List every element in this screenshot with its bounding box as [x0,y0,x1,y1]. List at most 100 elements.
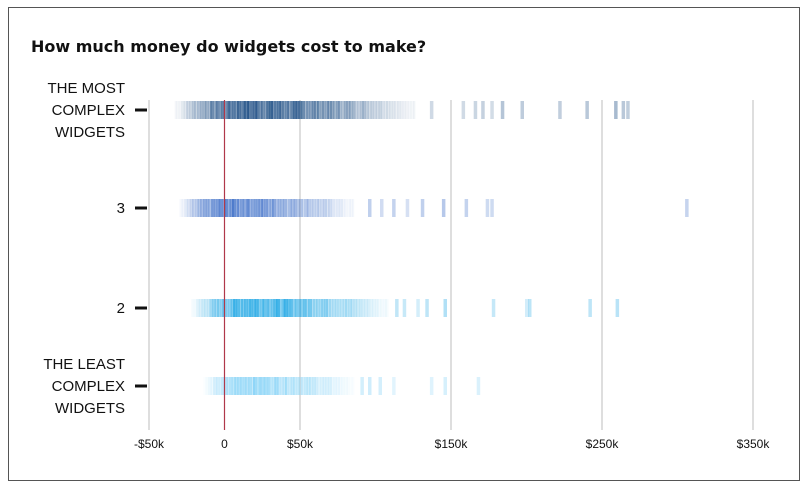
strip-mark [342,199,345,217]
strip-mark [264,199,267,217]
strip-mark [403,101,406,119]
strip-mark [278,377,281,395]
strip-mark [340,299,343,317]
strip-mark [274,299,277,317]
strip-mark [204,299,207,317]
strip-mark [350,199,353,217]
strip-mark [261,101,264,119]
strip-mark [270,199,273,217]
strip-mark [219,199,222,217]
strip-mark [371,101,374,119]
strip-mark [327,299,330,317]
strip-mark [268,199,271,217]
gridlines [148,100,754,430]
strip-mark [293,101,296,119]
outlier-mark [429,101,434,119]
strip-mark [356,299,359,317]
outlier-mark [380,199,384,217]
strip-mark [294,101,297,119]
category-tick [135,206,147,210]
strip-mark [309,299,312,317]
strip-mark [397,101,400,119]
strip-mark [233,101,237,119]
strip-mark [211,377,214,395]
strip-mark [320,199,323,217]
strip-mark [259,199,262,217]
strip-mark [270,101,273,119]
strip-mark [310,377,313,395]
strip-mark [276,199,279,217]
strip-mark [208,199,211,217]
strip-mark [242,299,245,317]
strip-mark [292,299,295,317]
strip-mark [333,377,336,395]
strip-mark [179,101,182,119]
strip-mark [257,199,260,217]
strip-mark [369,101,373,119]
strip-mark [326,199,329,217]
strip-mark [232,377,235,395]
strip-row [135,101,630,119]
outlier-mark [626,101,630,119]
strip-mark [277,299,280,317]
strip-mark [262,199,265,217]
strip-mark [251,199,254,217]
strip-mark [293,377,296,395]
strip-mark [225,101,229,119]
strip-mark [235,199,238,217]
strip-mark [315,101,318,119]
strip-mark [387,299,389,317]
strip-mark [324,299,327,317]
strip-mark [264,299,268,317]
strip-mark [320,101,323,119]
strip-mark [237,101,240,119]
strip-mark [353,101,357,119]
strip-mark [383,299,386,317]
strip-mark [227,199,230,217]
strip-mark [231,299,234,317]
strip-mark [284,299,287,317]
strip-mark [285,299,288,317]
strip-mark [266,299,269,317]
strip-mark [257,101,261,119]
strip-mark [240,199,243,217]
strip-mark [194,299,197,317]
strip-mark [238,199,241,217]
strip-mark [207,299,210,317]
strip-mark [225,199,228,217]
strip-mark [252,199,255,217]
strip-mark [319,299,322,317]
strip-mark [289,101,293,119]
strip-mark [409,101,413,119]
outlier-mark [368,377,372,395]
strip-mark [225,377,228,395]
strip-mark [236,299,239,317]
strip-mark [228,199,231,217]
outlier-mark [558,101,562,119]
strip-mark [333,101,336,119]
strip-mark [216,377,219,395]
strip-mark [297,377,300,395]
strip-mark [323,199,326,217]
outlier-mark [473,101,478,119]
strip-mark [328,199,331,217]
strip-mark [192,199,195,217]
strip-mark [301,101,304,119]
strip-mark [256,299,260,317]
strip-mark [317,101,320,119]
strip-mark [287,299,290,317]
strip-mark [312,299,316,317]
category-label: WIDGETS [55,400,125,417]
strip-mark [272,377,275,395]
strip-mark [187,199,190,217]
strip-mark [273,101,277,119]
strip-mark [193,101,197,119]
outlier-mark [443,377,447,395]
strip-mark [219,377,222,395]
strip-mark [286,377,289,395]
strip-mark [336,299,340,317]
strip-mark [321,199,324,217]
strip-mark [185,199,188,217]
strip-mark [307,101,310,119]
strip-mark [379,101,382,119]
